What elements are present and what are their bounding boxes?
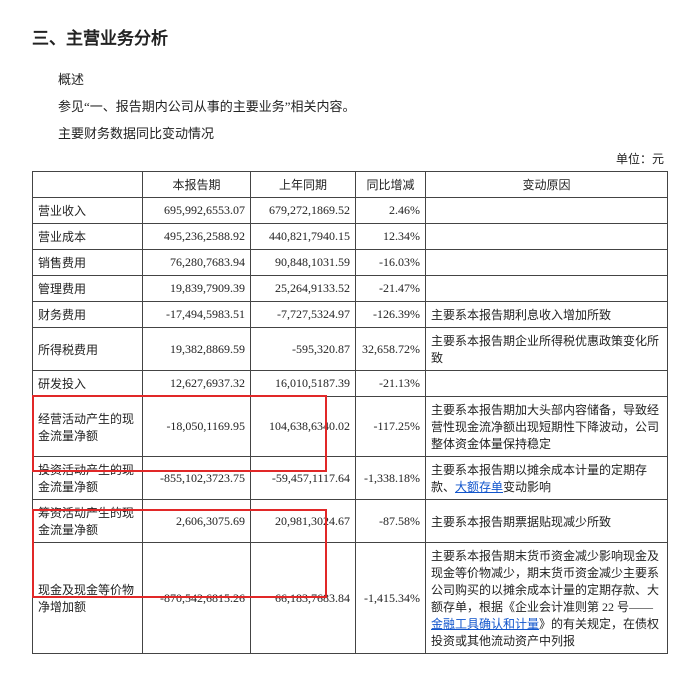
row-label: 销售费用 — [33, 250, 143, 276]
table-row: 筹资活动产生的现金流量净额2,606,3075.6920,981,3024.67… — [33, 500, 668, 543]
col-reason: 变动原因 — [426, 172, 668, 198]
col-current: 本报告期 — [143, 172, 251, 198]
cell-change: -87.58% — [356, 500, 426, 543]
cell-current: 495,236,2588.92 — [143, 224, 251, 250]
row-label: 现金及现金等价物净增加额 — [33, 543, 143, 654]
col-item — [33, 172, 143, 198]
overview-ref: 参见“一、报告期内公司从事的主要业务”相关内容。 — [32, 96, 668, 115]
overview-label: 概述 — [32, 69, 668, 88]
data-change-label: 主要财务数据同比变动情况 — [32, 123, 668, 142]
cell-current: 76,280,7683.94 — [143, 250, 251, 276]
row-label: 管理费用 — [33, 276, 143, 302]
cell-change: -117.25% — [356, 397, 426, 457]
cell-current: -870,542,6815.26 — [143, 543, 251, 654]
cell-change: 2.46% — [356, 198, 426, 224]
cell-change: -1,415.34% — [356, 543, 426, 654]
cell-previous: 679,272,1869.52 — [251, 198, 356, 224]
cell-current: 19,839,7909.39 — [143, 276, 251, 302]
cell-previous: 25,264,9133.52 — [251, 276, 356, 302]
cell-change: -126.39% — [356, 302, 426, 328]
cell-reason: 主要系本报告期企业所得税优惠政策变化所致 — [426, 328, 668, 371]
cell-reason — [426, 198, 668, 224]
cell-previous: 104,638,6340.02 — [251, 397, 356, 457]
row-label: 财务费用 — [33, 302, 143, 328]
table-row: 现金及现金等价物净增加额-870,542,6815.2666,183,7683.… — [33, 543, 668, 654]
table-row: 研发投入12,627,6937.3216,010,5187.39-21.13% — [33, 371, 668, 397]
cell-current: -18,050,1169.95 — [143, 397, 251, 457]
cell-reason: 主要系本报告期加大头部内容储备，导致经营性现金流净额出现短期性下降波动，公司整体… — [426, 397, 668, 457]
cell-current: 695,992,6553.07 — [143, 198, 251, 224]
table-wrap: 本报告期 上年同期 同比增减 变动原因 营业收入695,992,6553.076… — [32, 171, 668, 654]
link-accounting-standard[interactable]: 金融工具确认和计量 — [431, 617, 539, 631]
table-header-row: 本报告期 上年同期 同比增减 变动原因 — [33, 172, 668, 198]
cell-reason — [426, 250, 668, 276]
unit-label: 单位：元 — [32, 150, 664, 167]
row-label: 筹资活动产生的现金流量净额 — [33, 500, 143, 543]
cell-previous: 66,183,7683.84 — [251, 543, 356, 654]
cell-reason: 主要系本报告期以摊余成本计量的定期存款、大额存单变动影响 — [426, 457, 668, 500]
cell-change: 12.34% — [356, 224, 426, 250]
row-label: 经营活动产生的现金流量净额 — [33, 397, 143, 457]
cell-reason: 主要系本报告期票据贴现减少所致 — [426, 500, 668, 543]
cell-current: -855,102,3723.75 — [143, 457, 251, 500]
cell-change: -21.13% — [356, 371, 426, 397]
cell-current: -17,494,5983.51 — [143, 302, 251, 328]
col-previous: 上年同期 — [251, 172, 356, 198]
link-large-deposit[interactable]: 大额存单 — [455, 480, 503, 494]
cell-reason: 主要系本报告期末货币资金减少影响现金及现金等价物减少，期末货币资金减少主要系公司… — [426, 543, 668, 654]
cell-previous: -7,727,5324.97 — [251, 302, 356, 328]
cell-previous: 90,848,1031.59 — [251, 250, 356, 276]
table-row: 销售费用76,280,7683.9490,848,1031.59-16.03% — [33, 250, 668, 276]
cell-reason: 主要系本报告期利息收入增加所致 — [426, 302, 668, 328]
financial-table: 本报告期 上年同期 同比增减 变动原因 营业收入695,992,6553.076… — [32, 171, 668, 654]
table-row: 营业收入695,992,6553.07679,272,1869.522.46% — [33, 198, 668, 224]
cell-change: -1,338.18% — [356, 457, 426, 500]
cell-reason — [426, 224, 668, 250]
table-row: 所得税费用19,382,8869.59-595,320.8732,658.72%… — [33, 328, 668, 371]
row-label: 所得税费用 — [33, 328, 143, 371]
cell-current: 19,382,8869.59 — [143, 328, 251, 371]
cell-change: -21.47% — [356, 276, 426, 302]
cell-current: 12,627,6937.32 — [143, 371, 251, 397]
cell-current: 2,606,3075.69 — [143, 500, 251, 543]
section-heading: 三、主营业务分析 — [32, 24, 668, 49]
cell-reason — [426, 371, 668, 397]
table-row: 投资活动产生的现金流量净额-855,102,3723.75-59,457,111… — [33, 457, 668, 500]
col-change: 同比增减 — [356, 172, 426, 198]
table-row: 营业成本495,236,2588.92440,821,7940.1512.34% — [33, 224, 668, 250]
cell-previous: 20,981,3024.67 — [251, 500, 356, 543]
cell-previous: -59,457,1117.64 — [251, 457, 356, 500]
cell-reason — [426, 276, 668, 302]
row-label: 研发投入 — [33, 371, 143, 397]
row-label: 营业收入 — [33, 198, 143, 224]
cell-previous: -595,320.87 — [251, 328, 356, 371]
row-label: 营业成本 — [33, 224, 143, 250]
row-label: 投资活动产生的现金流量净额 — [33, 457, 143, 500]
cell-previous: 16,010,5187.39 — [251, 371, 356, 397]
cell-change: 32,658.72% — [356, 328, 426, 371]
cell-previous: 440,821,7940.15 — [251, 224, 356, 250]
table-row: 财务费用-17,494,5983.51-7,727,5324.97-126.39… — [33, 302, 668, 328]
cell-change: -16.03% — [356, 250, 426, 276]
table-row: 经营活动产生的现金流量净额-18,050,1169.95104,638,6340… — [33, 397, 668, 457]
table-row: 管理费用19,839,7909.3925,264,9133.52-21.47% — [33, 276, 668, 302]
